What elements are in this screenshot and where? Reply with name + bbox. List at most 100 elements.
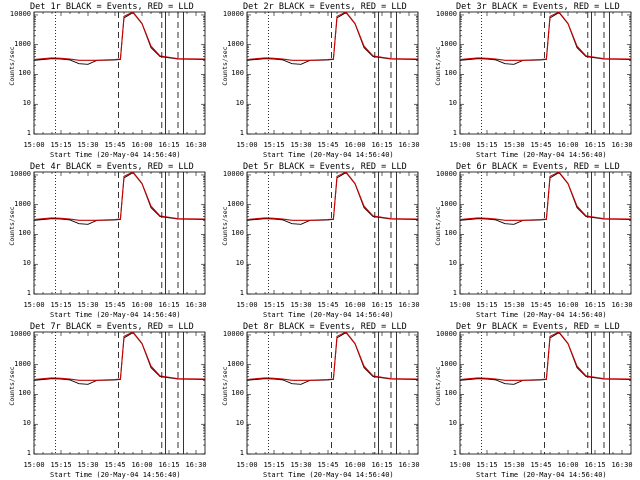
y-tick-label: 1 [452, 289, 457, 297]
x-tick-label: 16:30 [185, 461, 207, 469]
plot-frame [459, 171, 632, 295]
x-tick-label: 15:45 [530, 461, 552, 469]
plot-frame [459, 331, 632, 455]
x-tick-label: 15:30 [503, 301, 525, 309]
y-tick-label: 1000 [14, 359, 31, 368]
x-axis-label: Start Time (20-May-04 14:56:40) [476, 471, 607, 479]
x-tick-label: 16:30 [185, 301, 207, 309]
chart-title: Det 9r BLACK = Events, RED = LLD [456, 322, 620, 332]
series-line-events [33, 172, 206, 225]
x-tick-label: 15:45 [104, 141, 126, 149]
x-tick-label: 16:00 [131, 461, 153, 469]
x-axis-label: Start Time (20-May-04 14:56:40) [263, 471, 394, 479]
x-tick-label: 15:15 [263, 301, 285, 309]
x-tick-label: 15:00 [23, 141, 45, 149]
plot-canvas [246, 331, 419, 455]
x-tick-label: 16:30 [185, 141, 207, 149]
x-tick-label: 16:15 [584, 301, 606, 309]
y-tick-label: 10 [448, 419, 457, 428]
x-tick-label: 16:00 [557, 301, 579, 309]
series-line-events [246, 12, 419, 65]
x-tick-label: 15:45 [317, 461, 339, 469]
chart-title: Det 7r BLACK = Events, RED = LLD [30, 322, 194, 332]
x-tick-label: 15:00 [236, 461, 258, 469]
x-tick-label: 15:15 [476, 461, 498, 469]
x-tick-label: 16:15 [371, 141, 393, 149]
panel-det-4: Det 4r BLACK = Events, RED = LLD Counts/s… [0, 160, 213, 320]
y-tick-label: 1000 [440, 39, 457, 48]
x-tick-label: 15:45 [317, 301, 339, 309]
y-tick-label: 1000 [227, 359, 244, 368]
chart-title: Det 8r BLACK = Events, RED = LLD [243, 322, 407, 332]
plot-canvas [459, 331, 632, 455]
x-tick-label: 16:15 [584, 141, 606, 149]
y-tick-label: 100 [444, 389, 457, 398]
y-tick-label: 100 [231, 389, 244, 398]
x-tick-label: 15:45 [317, 141, 339, 149]
y-tick-label: 1 [26, 449, 31, 457]
x-tick-label: 16:15 [584, 461, 606, 469]
x-tick-label: 16:00 [557, 461, 579, 469]
y-tick-label: 100 [231, 69, 244, 78]
plot-frame [246, 11, 419, 135]
plot-canvas [459, 11, 632, 135]
plot-frame [246, 331, 419, 455]
chart-title: Det 1r BLACK = Events, RED = LLD [30, 2, 194, 12]
y-tick-label: 1000 [14, 199, 31, 208]
y-tick-label: 1 [452, 449, 457, 457]
x-tick-label: 15:45 [530, 141, 552, 149]
series-line-lld [459, 11, 632, 61]
x-tick-label: 16:15 [158, 301, 180, 309]
x-tick-label: 15:00 [23, 301, 45, 309]
x-tick-label: 15:15 [476, 141, 498, 149]
x-axis-label: Start Time (20-May-04 14:56:40) [50, 311, 181, 319]
x-axis-label: Start Time (20-May-04 14:56:40) [263, 151, 394, 159]
x-axis-label: Start Time (20-May-04 14:56:40) [476, 151, 607, 159]
y-tick-label: 1 [239, 289, 244, 297]
x-tick-label: 16:00 [131, 301, 153, 309]
x-tick-label: 15:30 [77, 301, 99, 309]
plot-frame [33, 11, 206, 135]
plot-frame [33, 331, 206, 455]
series-line-events [459, 172, 632, 225]
x-tick-label: 15:00 [449, 301, 471, 309]
panel-det-2: Det 2r BLACK = Events, RED = LLD Counts/s… [213, 0, 426, 160]
y-tick-label: 10000 [9, 9, 31, 18]
chart-title: Det 3r BLACK = Events, RED = LLD [456, 2, 620, 12]
y-tick-label: 100 [18, 389, 31, 398]
x-tick-label: 16:00 [344, 141, 366, 149]
x-axis-label: Start Time (20-May-04 14:56:40) [50, 471, 181, 479]
series-line-events [459, 12, 632, 65]
y-tick-label: 10000 [222, 329, 244, 338]
series-line-lld [33, 11, 206, 61]
series-line-events [33, 12, 206, 65]
y-tick-label: 1000 [14, 39, 31, 48]
plot-canvas [33, 171, 206, 295]
panel-det-9: Det 9r BLACK = Events, RED = LLD Counts/s… [426, 320, 639, 480]
chart-title: Det 5r BLACK = Events, RED = LLD [243, 162, 407, 172]
series-line-lld [33, 331, 206, 381]
y-tick-label: 100 [18, 229, 31, 238]
x-tick-label: 15:30 [77, 141, 99, 149]
plot-canvas [246, 11, 419, 135]
y-tick-label: 100 [444, 69, 457, 78]
series-line-lld [459, 331, 632, 381]
y-tick-label: 1 [239, 129, 244, 137]
x-axis-label: Start Time (20-May-04 14:56:40) [476, 311, 607, 319]
x-tick-label: 15:00 [236, 301, 258, 309]
x-tick-label: 16:30 [611, 141, 633, 149]
x-tick-label: 15:00 [449, 461, 471, 469]
x-tick-label: 16:15 [371, 461, 393, 469]
x-tick-label: 15:30 [503, 461, 525, 469]
x-tick-label: 15:30 [290, 141, 312, 149]
x-axis-label: Start Time (20-May-04 14:56:40) [263, 311, 394, 319]
plot-frame [246, 171, 419, 295]
x-tick-label: 15:15 [50, 301, 72, 309]
x-tick-label: 16:15 [158, 141, 180, 149]
series-line-events [246, 172, 419, 225]
x-tick-label: 16:00 [131, 141, 153, 149]
x-tick-label: 15:45 [104, 461, 126, 469]
x-tick-label: 15:00 [236, 141, 258, 149]
y-tick-label: 1000 [227, 39, 244, 48]
